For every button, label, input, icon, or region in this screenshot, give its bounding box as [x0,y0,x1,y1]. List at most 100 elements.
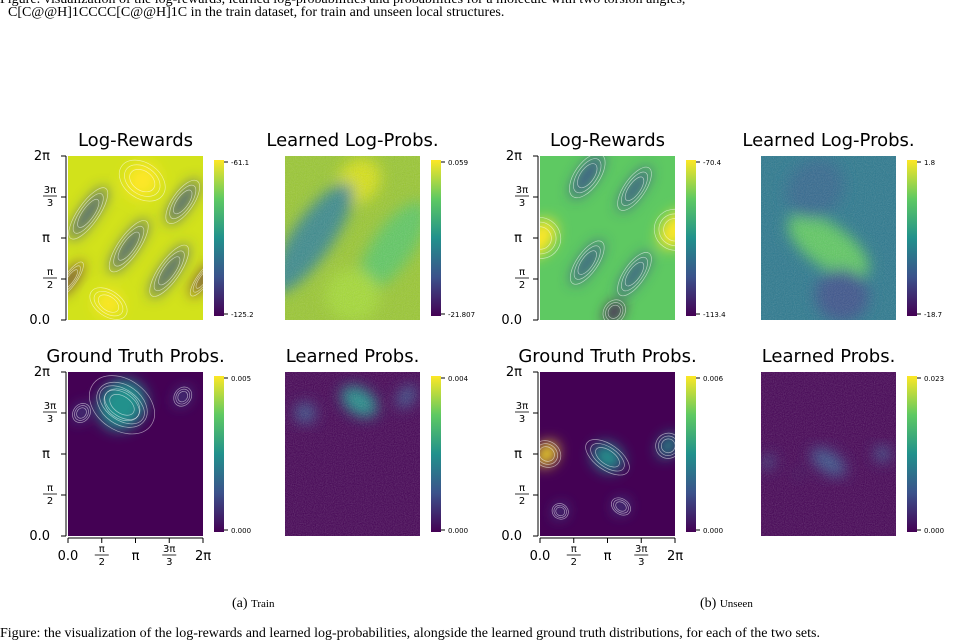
heatmap-body [68,156,203,320]
contour-line [195,269,203,289]
heatmap-blob [618,252,651,296]
contour-line [595,447,620,468]
y-tick-label: 0.0 [29,313,50,328]
x-tick-label-text: π [604,549,612,564]
heatmap-body [285,372,420,536]
subfigure-label-b-letter: (b) [700,596,717,611]
x-tick-label-text: 0.0 [58,549,79,564]
colorbar-min-label: 0.000 [703,527,723,535]
heatmap-title: Learned Log-Probs. [742,130,914,151]
contour-line [192,265,203,293]
contour-line [658,213,675,247]
contour-line [99,385,145,425]
contour-line [124,164,161,197]
heatmap-blob [68,261,84,297]
y-tick-label-den: 3 [519,414,525,425]
heatmap-blob [125,162,160,199]
heatmap-noise [285,372,420,536]
heatmap-blob [69,187,108,240]
subfigure-label-b-name: Unseen [719,598,753,610]
x-tick-label: 2π [195,549,211,564]
y-tick-label: 3π3 [515,185,529,209]
colorbar-max-label: -70.4 [703,159,722,167]
colorbar-min-label: -125.2 [231,311,254,319]
colorbar-min-label: 0.000 [231,527,251,535]
x-tick-label: π2 [94,544,109,568]
heatmap-body [285,156,420,320]
contour-line [158,256,181,286]
heatmap-blob [150,244,189,297]
contour-line [173,386,193,407]
y-tick-label: 2π [506,365,522,380]
y-tick-label: π [42,447,50,462]
x-tick-label: π2 [566,544,581,568]
heatmap-title: Log-Rewards [550,130,665,151]
heatmap-noise [285,156,420,320]
y-tick-label-den: 3 [47,414,53,425]
x-tick-label-den: 2 [99,557,105,568]
subfigure-label-a: (a) Train [232,596,274,612]
contour-line [617,252,652,297]
contour-line [602,299,626,320]
y-tick-label-text: 2π [506,149,522,164]
heatmap-blob [166,180,199,224]
y-tick-label-num: π [47,483,53,494]
y-tick-label: π2 [43,267,57,291]
y-tick-label-text: 0.0 [501,529,522,544]
heatmap-panel-a-4: Learned Probs. 0.004 0.000 [285,346,469,536]
y-tick-label-den: 2 [519,496,525,507]
contour-line [540,217,562,259]
colorbar-max-label: 1.8 [924,159,935,167]
y-tick-label: π [42,231,50,246]
colorbar-gradient [214,160,224,316]
y-tick-label: 0.0 [501,529,522,544]
heatmap-title: Learned Probs. [286,346,420,367]
contour-line [118,159,166,202]
y-tick-label-text: π [514,231,522,246]
x-tick-label: 0.0 [58,549,79,564]
contour-line [74,405,89,421]
caption-line-2: C[C@@H]1CCCC[C@@H]1C in the train datase… [8,5,505,20]
y-tick-label: 3π3 [43,401,57,425]
contour-line [113,225,145,267]
x-tick-label: 0.0 [530,549,551,564]
heatmap-blob [658,434,675,458]
contour-line [569,240,605,285]
y-tick-label: π [514,447,522,462]
contour-line [169,184,197,220]
contour-line [103,388,141,422]
y-tick-label: π2 [43,483,57,507]
colorbar-min-label: -18.7 [924,311,942,319]
y-tick-label-text: π [42,231,50,246]
heatmap-blob [618,166,651,211]
caption-line-1: Figure: visualization of the log-rewards… [0,0,975,9]
contour-line [177,390,189,403]
colorbar: 1.8 -18.7 [907,159,942,319]
colorbar: -70.4 -113.4 [686,159,726,319]
y-tick-label-num: 3π [44,401,56,412]
contour-line [77,198,100,228]
y-tick-label-text: 2π [506,365,522,380]
contour-line [573,245,601,280]
contour-line [624,261,645,287]
heatmap-body [68,372,203,536]
colorbar-min-label: -113.4 [703,311,726,319]
y-tick-label-den: 2 [519,280,525,291]
y-tick-label-text: 0.0 [501,313,522,328]
x-tick-label-text: 2π [195,549,211,564]
contour-line [577,250,597,275]
contour-line [96,381,148,428]
heatmap-noise [761,156,896,320]
y-tick-label-den: 2 [47,280,53,291]
contour-line [68,261,84,297]
heatmap-body [540,156,675,320]
x-tick-label-text: 2π [667,549,683,564]
subfigure-label-b: (b) Unseen [700,596,753,612]
x-tick-label: 2π [667,549,683,564]
contour-line [540,440,562,468]
heatmap-blob [571,240,604,285]
heatmap-body [761,372,896,536]
x-tick-label: 3π3 [634,544,649,568]
contour-line [540,446,555,462]
